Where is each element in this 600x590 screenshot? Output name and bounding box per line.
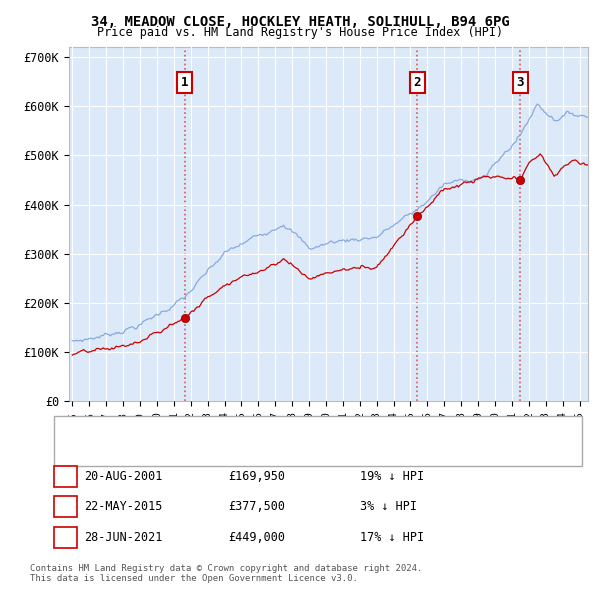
Text: £169,950: £169,950 <box>228 470 285 483</box>
Text: 2: 2 <box>413 76 421 89</box>
Text: 34, MEADOW CLOSE, HOCKLEY HEATH, SOLIHULL, B94 6PG: 34, MEADOW CLOSE, HOCKLEY HEATH, SOLIHUL… <box>91 15 509 29</box>
Text: 19% ↓ HPI: 19% ↓ HPI <box>360 470 424 483</box>
Text: £449,000: £449,000 <box>228 531 285 544</box>
Text: 3: 3 <box>517 76 524 89</box>
Text: Contains HM Land Registry data © Crown copyright and database right 2024.
This d: Contains HM Land Registry data © Crown c… <box>30 563 422 583</box>
Text: Price paid vs. HM Land Registry's House Price Index (HPI): Price paid vs. HM Land Registry's House … <box>97 26 503 39</box>
Text: 2: 2 <box>62 500 69 513</box>
Text: —: — <box>66 440 76 457</box>
Text: 20-AUG-2001: 20-AUG-2001 <box>84 470 163 483</box>
Text: —: — <box>66 418 76 435</box>
Text: 3% ↓ HPI: 3% ↓ HPI <box>360 500 417 513</box>
Text: 1: 1 <box>62 470 69 483</box>
Text: HPI: Average price, detached house, Solihull: HPI: Average price, detached house, Soli… <box>87 444 362 453</box>
Text: £377,500: £377,500 <box>228 500 285 513</box>
Text: 1: 1 <box>181 76 188 89</box>
Text: 34, MEADOW CLOSE, HOCKLEY HEATH, SOLIHULL, B94 6PG (detached house): 34, MEADOW CLOSE, HOCKLEY HEATH, SOLIHUL… <box>87 422 506 431</box>
Text: 22-MAY-2015: 22-MAY-2015 <box>84 500 163 513</box>
Text: 17% ↓ HPI: 17% ↓ HPI <box>360 531 424 544</box>
Text: 28-JUN-2021: 28-JUN-2021 <box>84 531 163 544</box>
Text: 3: 3 <box>62 531 69 544</box>
